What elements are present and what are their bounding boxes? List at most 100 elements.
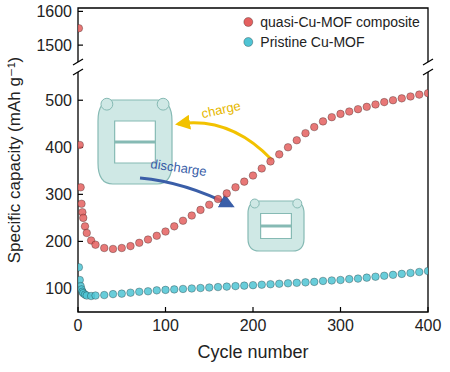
data-point <box>240 178 248 186</box>
data-point <box>258 281 266 289</box>
cage-ear <box>293 199 302 208</box>
data-point <box>415 268 423 276</box>
axis-frame <box>78 8 428 62</box>
annotation: charge <box>200 98 242 121</box>
data-point <box>345 275 353 283</box>
data-point <box>144 236 152 244</box>
data-point <box>267 280 275 288</box>
data-point <box>354 275 362 283</box>
cage-ear <box>101 98 113 110</box>
cage-ear <box>250 199 259 208</box>
data-point <box>78 183 84 191</box>
data-point <box>153 232 161 240</box>
y-tick-label: 1600 <box>36 3 72 20</box>
data-point <box>372 101 380 109</box>
data-point <box>380 98 388 106</box>
x-axis-title: Cycle number <box>197 342 308 362</box>
data-point <box>153 287 161 295</box>
data-point <box>424 89 428 97</box>
data-point <box>78 263 83 271</box>
data-point <box>275 151 283 159</box>
data-point <box>144 287 152 295</box>
data-point <box>363 103 371 111</box>
annotation: discharge <box>150 156 208 179</box>
legend-label: Pristine Cu-MOF <box>260 34 364 50</box>
data-point <box>232 183 240 191</box>
legend: quasi-Cu-MOF composite Pristine Cu-MOF <box>244 14 420 50</box>
cage-bar <box>261 225 292 228</box>
series <box>78 89 428 252</box>
discharge-arrow <box>140 178 232 206</box>
data-point <box>380 272 388 280</box>
data-point <box>407 269 415 277</box>
y-tick-label: 500 <box>45 92 72 109</box>
data-point <box>310 123 318 131</box>
data-point <box>398 270 406 278</box>
data-point <box>267 158 275 166</box>
axis-frame <box>78 72 428 312</box>
data-point <box>398 95 406 103</box>
y-tick-label: 100 <box>45 280 72 297</box>
data-point <box>109 290 117 298</box>
data-point <box>197 284 205 292</box>
y-axis-title: Specific capacity (mAh g⁻¹) <box>5 57 24 263</box>
chart: 150016001002003004005000100200300400Cycl… <box>0 0 450 372</box>
data-point <box>389 271 397 279</box>
data-point <box>92 292 100 300</box>
y-tick-label: 300 <box>45 186 72 203</box>
data-point <box>78 200 85 208</box>
data-point <box>109 245 117 253</box>
data-point <box>79 214 87 222</box>
data-point <box>258 165 266 173</box>
x-tick-label: 400 <box>415 317 442 334</box>
data-point <box>319 118 327 126</box>
data-point <box>118 290 126 298</box>
cage-illustration <box>248 199 304 251</box>
data-point <box>363 274 371 282</box>
x-tick-label: 300 <box>327 317 354 334</box>
data-point <box>205 201 213 209</box>
data-point <box>232 282 240 290</box>
data-point <box>223 190 231 198</box>
legend-label: quasi-Cu-MOF composite <box>260 14 420 30</box>
data-point <box>275 280 283 288</box>
y-tick <box>78 11 83 12</box>
data-point <box>328 113 336 121</box>
data-point <box>162 286 170 294</box>
data-point <box>328 277 336 285</box>
data-point <box>100 291 108 299</box>
data-point <box>170 286 178 294</box>
axis-break <box>73 69 83 75</box>
y-tick <box>78 241 83 242</box>
data-point <box>284 279 292 287</box>
data-point <box>415 91 423 99</box>
data-point <box>345 108 353 116</box>
x-tick <box>340 307 341 312</box>
y-tick <box>78 45 83 46</box>
series <box>78 263 428 299</box>
data-point <box>78 141 84 149</box>
x-tick-label: 200 <box>240 317 267 334</box>
data-point <box>337 276 345 284</box>
legend-marker <box>244 18 253 27</box>
data-point <box>293 279 301 287</box>
data-point <box>249 281 257 289</box>
x-tick-label: 0 <box>74 317 83 334</box>
cage-bar <box>115 141 156 144</box>
charge-arrow <box>178 123 272 160</box>
data-point <box>92 241 100 249</box>
data-point <box>179 285 187 293</box>
data-point <box>389 96 397 104</box>
y-tick-label: 1500 <box>36 37 72 54</box>
plot-area <box>78 89 428 299</box>
data-point <box>205 284 213 292</box>
data-point <box>319 277 327 285</box>
x-tick <box>77 307 78 312</box>
data-point <box>284 143 292 151</box>
data-point <box>372 273 380 281</box>
data-point <box>100 244 108 252</box>
data-point <box>127 242 135 250</box>
data-point <box>223 283 231 291</box>
cage-ear <box>157 98 169 110</box>
data-point <box>407 93 415 101</box>
